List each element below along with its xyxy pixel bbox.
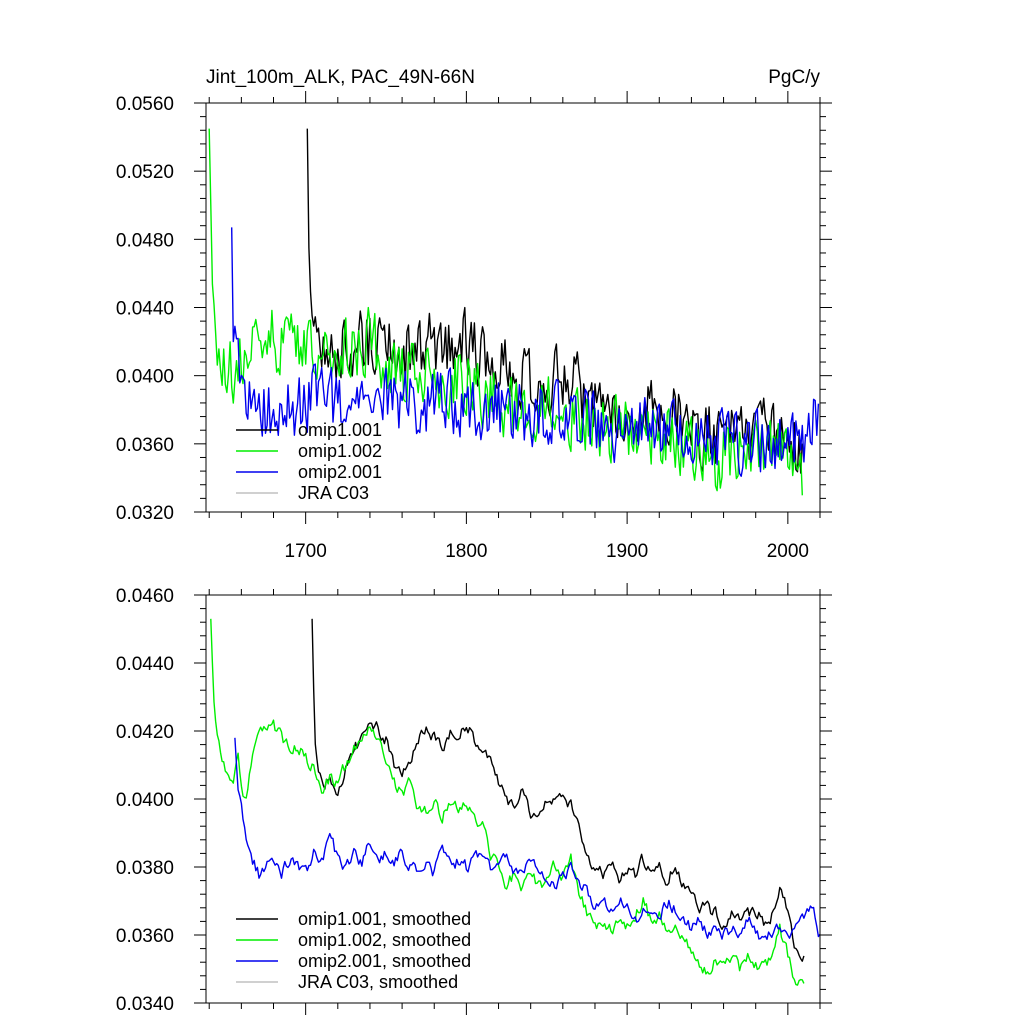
series-line [210,618,805,986]
legend-label: omip2.001, smoothed [298,951,471,971]
y-tick-label: 0.0440 [116,654,174,675]
legend-label: JRA C03 [298,483,369,503]
y-tick-label: 0.0380 [116,858,174,879]
y-tick-label: 0.0440 [116,299,174,320]
chart-title: Jint_100m_ALK, PAC_49N-66N [206,67,475,88]
top-chart: Jint_100m_ALK, PAC_49N-66N PgC/y 0.0320 0… [116,67,832,562]
y-tick-label: 0.0460 [116,586,174,607]
y-tick-label: 0.0560 [116,94,174,115]
y-tick-label: 0.0400 [116,790,174,811]
legend-label: JRA C03, smoothed [298,972,458,992]
legend-label: omip1.002, smoothed [298,930,471,950]
legend-label: omip1.001, smoothed [298,909,471,929]
y-tick-label: 0.0360 [116,435,174,456]
y-tick-label: 0.0360 [116,926,174,947]
legend-label: omip2.001 [298,462,382,482]
x-tick-label: 1900 [606,541,648,562]
y-tick-label: 0.0420 [116,722,174,743]
legend-label: omip1.002 [298,441,382,461]
legend-label: omip1.001 [298,420,382,440]
y-tick-label: 0.0320 [116,503,174,524]
x-tick-label: 2000 [767,541,809,562]
bottom-chart: 0.0340 0.0360 0.0380 0.0400 0.0420 0.0440 0.04… [116,583,832,1015]
x-tick-label: 1700 [285,541,327,562]
y-tick-label: 0.0520 [116,162,174,183]
x-tick-label: 1800 [445,541,487,562]
y-tick-label: 0.0400 [116,367,174,388]
series-line [311,618,805,962]
series-line [234,737,820,940]
series-line [231,227,820,477]
y-tick-label: 0.0340 [116,994,174,1015]
y-tick-label: 0.0480 [116,230,174,251]
chart-units: PgC/y [768,67,820,88]
